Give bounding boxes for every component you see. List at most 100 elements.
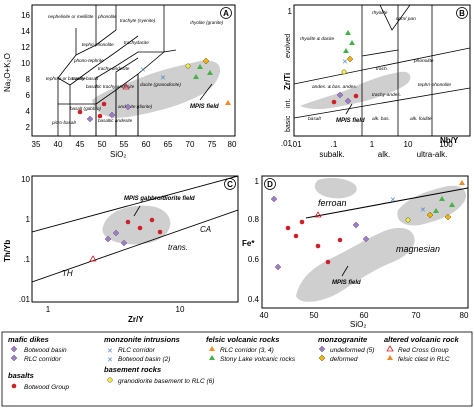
panel-d-y-label: Fe*: [242, 239, 255, 248]
x-tick: 10: [176, 305, 185, 314]
legend-item: RLC corridor: [118, 347, 156, 354]
panel-a-frame: [31, 4, 236, 137]
marker-mafic-dike: [86, 115, 94, 123]
field-dacite: dacite (granodiorite): [140, 82, 181, 87]
marker-mafic-dike: [108, 111, 116, 119]
field-basalt: basalt: [308, 116, 321, 122]
marker-felsic-orange: [225, 100, 231, 105]
legend-purple-diamond-icon: [10, 354, 18, 362]
panel-b-mpis-label: MPIS field: [336, 118, 365, 124]
panel-c-markers: [89, 217, 163, 262]
legend-title-basalts: basalts: [8, 371, 34, 380]
classification-lines: [32, 176, 238, 283]
x-tick: .01: [290, 140, 302, 149]
panel-b-x-regions: subalk. alk. ultra-alk.: [319, 150, 447, 159]
legend-blue-x-icon: ✕: [107, 348, 113, 355]
field-rhyolite: rhyolite (granite): [190, 20, 224, 25]
legend-green-triangle-icon: [209, 355, 215, 360]
field-com-pan: com/ pan: [396, 16, 416, 22]
winchester-field-lines: [294, 5, 470, 136]
marker-basalt: [101, 101, 107, 107]
field-foidite: alk. foidite: [410, 116, 432, 122]
legend-title-basement: basement rocks: [104, 365, 161, 374]
marker-monzonite: ✕: [390, 197, 396, 204]
y-tick: 8: [26, 75, 31, 84]
panel-a-x-label: SiO₂: [110, 150, 126, 159]
panel-b-y-label: Zr/Ti: [283, 73, 292, 90]
y-tick: 14: [21, 27, 30, 36]
region-int: int.: [285, 99, 292, 108]
x-tick: 1: [370, 140, 375, 149]
field-trachyandesite: trachy-andesite: [98, 66, 130, 71]
field-phonotephrite: phono-tephrite: [73, 58, 104, 63]
panel-c-x-ticks: 1 10: [46, 305, 185, 314]
legend-purple-diamond-icon: [10, 345, 18, 353]
region-subalk: subalk.: [319, 150, 344, 159]
y-tick: 0.6: [248, 255, 260, 264]
panel-a-field-labels: nephelinite or melilitite phonolite trac…: [46, 14, 224, 125]
region-basic: basic: [285, 115, 292, 132]
y-tick: .1: [23, 255, 30, 264]
field-tephriphonolite: tephri-phonolite: [82, 42, 114, 47]
panel-b-x-label: Nb/Y: [440, 136, 459, 145]
panel-c-y-label: Th/Yb: [3, 240, 12, 262]
panel-c-letter: C: [227, 180, 233, 189]
panel-b-markers: ✕: [331, 30, 359, 105]
field-trachyandesite: trachy-andes.: [372, 92, 401, 98]
x-tick: 10: [404, 140, 413, 149]
panel-b: rhyolite com/ pan rhyolite & dacite trac…: [281, 4, 471, 159]
legend-title-monzonite: monzonite intrusions: [104, 335, 180, 344]
legend-red-dot-icon: [11, 383, 17, 389]
field-picrobasalt: picro-basalt: [51, 120, 76, 125]
y-tick: 1: [288, 7, 293, 16]
y-tick: 0.8: [248, 215, 260, 224]
legend-item: granodiorite basement to RLC (6): [118, 378, 214, 385]
x-tick: 1: [46, 305, 51, 314]
panel-b-field-labels: rhyolite com/ pan rhyolite & dacite trac…: [300, 10, 451, 122]
marker-monzogranite: [426, 211, 434, 219]
y-tick: 0.4: [248, 295, 260, 304]
mpis-field-shape: [102, 205, 171, 245]
field-tephriphonolite: tephri-phonolite: [418, 82, 451, 88]
mpis-field-shape: [397, 185, 467, 226]
panel-a: nephelinite or melilitite phonolite trac…: [3, 4, 237, 159]
field-rhyolite: rhyolite: [372, 10, 388, 16]
marker-felsic: [433, 208, 439, 213]
mpis-pointer: [345, 103, 353, 115]
marker-felsic: [343, 48, 349, 53]
field-phonolite: phonolite: [97, 14, 117, 19]
legend-orange-triangle-icon: [209, 346, 215, 351]
marker-basalt: [285, 225, 291, 231]
marker-basalt: [125, 219, 131, 225]
marker-felsic: [449, 202, 455, 207]
marker-mafic-dike: [104, 235, 112, 243]
x-tick: 100: [439, 140, 453, 149]
marker-altered: [89, 255, 97, 262]
marker-altered: [122, 83, 130, 90]
panel-c-y-ticks: .01 .1 1 10: [19, 175, 31, 304]
marker-felsic-orange: [459, 180, 465, 185]
panel-c-mpis-label: MPIS gabbro/diorite field: [124, 196, 195, 202]
x-tick: 80: [460, 311, 469, 320]
panel-c-frame: [31, 175, 239, 303]
marker-mafic-dike: [352, 221, 360, 229]
x-tick: 75: [208, 140, 217, 149]
panel-d-letter-badge: [264, 178, 276, 190]
y-tick: 4: [26, 107, 31, 116]
marker-basalt: [325, 259, 331, 265]
marker-basement: [185, 63, 191, 69]
marker-felsic: [349, 40, 355, 45]
legend-item: RLC corridor (3, 4): [220, 347, 274, 354]
legend-open-triangle-icon: [386, 345, 394, 352]
x-tick: 60: [142, 140, 151, 149]
marker-felsic: [207, 70, 213, 75]
field-magnesian: magnesian: [396, 244, 440, 254]
panel-a-letter: A: [223, 9, 229, 18]
panel-c-field-labels: CA trans. TH: [62, 225, 211, 278]
field-ferroan: ferroan: [318, 198, 347, 208]
legend-blue-x-icon: ✕: [107, 357, 113, 364]
legend-title-altered: altered volcanic rock: [384, 335, 459, 344]
field-basalt: basalt (gabbro): [70, 106, 101, 111]
y-tick: 2: [26, 123, 31, 132]
